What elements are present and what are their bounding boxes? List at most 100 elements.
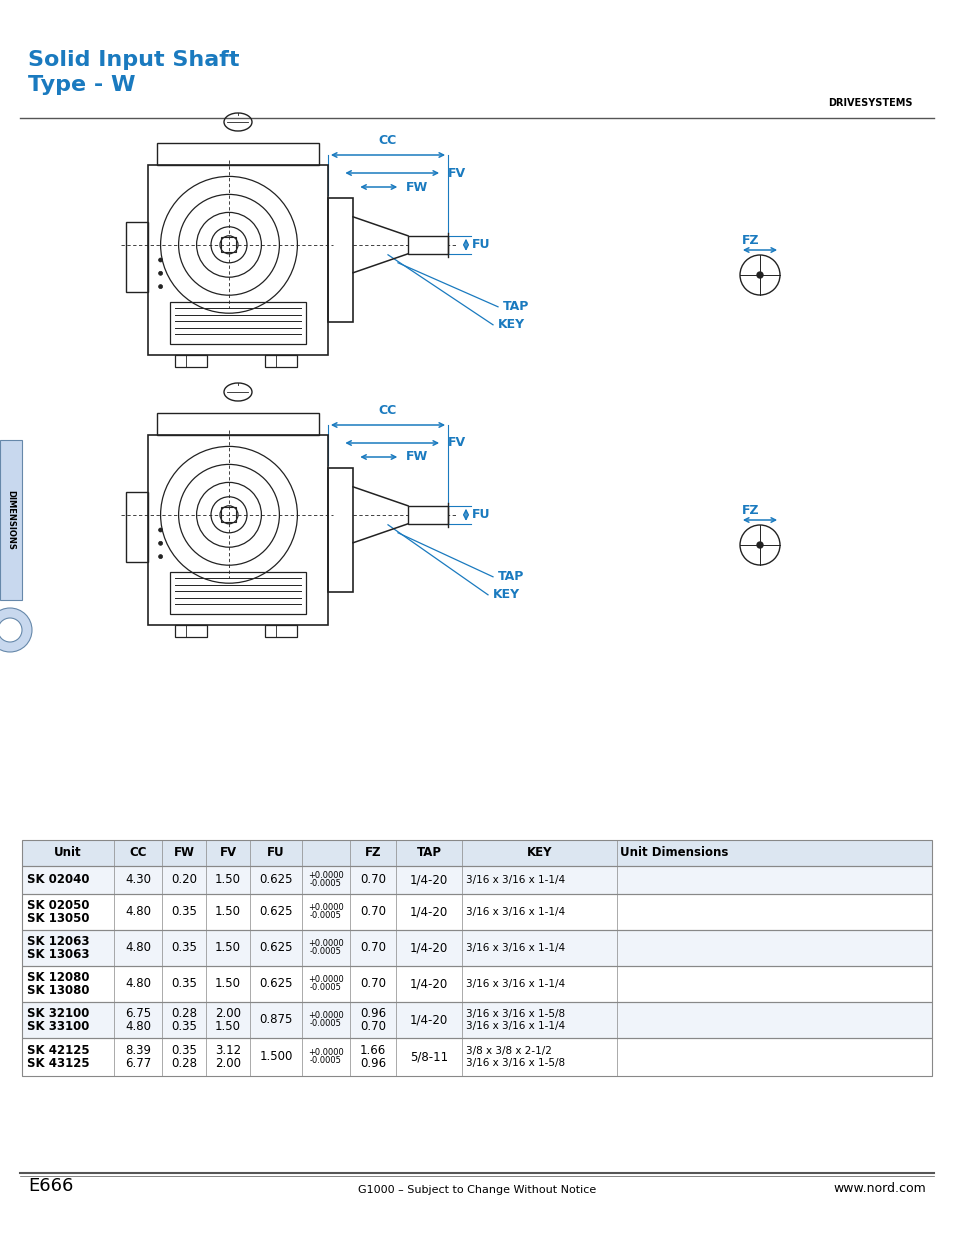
Bar — [157, 143, 318, 165]
Text: www.nord.com: www.nord.com — [832, 1182, 925, 1195]
Bar — [170, 301, 306, 343]
Text: +0.0000: +0.0000 — [308, 1011, 343, 1020]
Text: Type - W: Type - W — [28, 75, 135, 95]
Bar — [328, 199, 353, 322]
Circle shape — [158, 541, 162, 546]
Text: 1.500: 1.500 — [259, 1051, 293, 1063]
Text: 4.30: 4.30 — [125, 873, 151, 887]
Bar — [126, 492, 148, 562]
Text: 0.875: 0.875 — [259, 1014, 293, 1026]
Text: +0.0000: +0.0000 — [308, 940, 343, 948]
Text: SK 13063: SK 13063 — [27, 947, 90, 961]
Text: FZ: FZ — [364, 846, 381, 860]
Text: 0.96: 0.96 — [359, 1057, 386, 1070]
Text: 3/16 x 3/16 x 1-5/8: 3/16 x 3/16 x 1-5/8 — [465, 1009, 564, 1019]
Text: TAP: TAP — [497, 571, 524, 583]
Bar — [126, 222, 148, 291]
Text: 0.70: 0.70 — [359, 905, 386, 919]
Bar — [0, 440, 22, 600]
Bar — [265, 625, 297, 637]
Text: 6.75: 6.75 — [125, 1008, 151, 1020]
Text: 3/16 x 3/16 x 1-1/4: 3/16 x 3/16 x 1-1/4 — [465, 979, 564, 989]
Text: CC: CC — [378, 404, 396, 417]
Text: 3/16 x 3/16 x 1-5/8: 3/16 x 3/16 x 1-5/8 — [465, 1058, 564, 1068]
Text: -0.0005: -0.0005 — [310, 1020, 341, 1029]
Circle shape — [158, 272, 162, 275]
Text: +0.0000: +0.0000 — [308, 872, 343, 881]
Text: SK 02050: SK 02050 — [27, 899, 90, 913]
Text: 0.625: 0.625 — [259, 941, 293, 955]
Text: DRIVESYSTEMS: DRIVESYSTEMS — [827, 98, 911, 107]
Text: SK 42125: SK 42125 — [27, 1044, 90, 1057]
Text: 3/16 x 3/16 x 1-1/4: 3/16 x 3/16 x 1-1/4 — [465, 876, 564, 885]
Text: 4.80: 4.80 — [125, 1020, 151, 1032]
Text: DIMENSIONS: DIMENSIONS — [7, 490, 15, 550]
Text: 3/16 x 3/16 x 1-1/4: 3/16 x 3/16 x 1-1/4 — [465, 1021, 564, 1031]
Text: 0.625: 0.625 — [259, 873, 293, 887]
Text: FW: FW — [406, 451, 428, 463]
Text: CC: CC — [378, 135, 396, 147]
Text: SK 33100: SK 33100 — [27, 1020, 90, 1032]
Bar — [22, 894, 931, 930]
Text: +0.0000: +0.0000 — [308, 976, 343, 984]
Text: 1.50: 1.50 — [214, 873, 241, 887]
Bar — [221, 237, 236, 252]
Text: 1/4-20: 1/4-20 — [410, 977, 448, 990]
Text: TAP: TAP — [416, 846, 441, 860]
Circle shape — [757, 272, 762, 278]
Text: FU: FU — [267, 846, 285, 860]
Text: SK 13080: SK 13080 — [27, 983, 90, 997]
Text: SK 43125: SK 43125 — [27, 1057, 90, 1070]
Text: 0.35: 0.35 — [171, 905, 196, 919]
Text: SK 12080: SK 12080 — [27, 972, 90, 984]
Text: 2.00: 2.00 — [214, 1008, 241, 1020]
Text: 8.39: 8.39 — [125, 1044, 151, 1057]
Text: -0.0005: -0.0005 — [310, 983, 341, 993]
Bar — [22, 930, 931, 966]
Text: 0.35: 0.35 — [171, 977, 196, 990]
Text: -0.0005: -0.0005 — [310, 879, 341, 888]
Bar — [22, 1037, 931, 1076]
Circle shape — [757, 542, 762, 548]
Text: FV: FV — [448, 167, 466, 179]
Text: 1/4-20: 1/4-20 — [410, 1014, 448, 1026]
Text: -0.0005: -0.0005 — [310, 911, 341, 920]
Text: 0.28: 0.28 — [171, 1008, 196, 1020]
Text: 4.80: 4.80 — [125, 977, 151, 990]
Text: 0.35: 0.35 — [171, 941, 196, 955]
Text: KEY: KEY — [526, 846, 552, 860]
Text: 0.20: 0.20 — [171, 873, 196, 887]
Bar — [174, 354, 207, 367]
Text: SK 02040: SK 02040 — [27, 873, 90, 887]
Text: 0.625: 0.625 — [259, 977, 293, 990]
Bar — [22, 966, 931, 1002]
Bar — [170, 572, 306, 614]
Bar — [22, 966, 931, 1002]
Text: -0.0005: -0.0005 — [310, 947, 341, 956]
Text: -0.0005: -0.0005 — [310, 1056, 341, 1066]
Text: KEY: KEY — [497, 319, 524, 331]
Text: 4.80: 4.80 — [125, 941, 151, 955]
Text: 0.625: 0.625 — [259, 905, 293, 919]
Text: 2.00: 2.00 — [214, 1057, 241, 1070]
Text: CC: CC — [129, 846, 147, 860]
Bar — [22, 1037, 931, 1076]
Text: FW: FW — [406, 180, 428, 194]
Text: 0.70: 0.70 — [359, 977, 386, 990]
Text: TAP: TAP — [502, 300, 529, 314]
Text: 1.50: 1.50 — [214, 941, 241, 955]
Text: 1.66: 1.66 — [359, 1044, 386, 1057]
Text: SK 32100: SK 32100 — [27, 1008, 90, 1020]
Text: FU: FU — [472, 509, 490, 521]
Text: SK 12063: SK 12063 — [27, 935, 90, 948]
Circle shape — [158, 529, 162, 532]
Bar — [22, 930, 931, 966]
Text: +0.0000: +0.0000 — [308, 1049, 343, 1057]
Bar — [221, 508, 236, 522]
Circle shape — [0, 618, 22, 642]
Text: G1000 – Subject to Change Without Notice: G1000 – Subject to Change Without Notice — [357, 1186, 596, 1195]
Text: E666: E666 — [28, 1177, 73, 1195]
Text: 4.80: 4.80 — [125, 905, 151, 919]
Text: 0.96: 0.96 — [359, 1008, 386, 1020]
Text: 1/4-20: 1/4-20 — [410, 941, 448, 955]
